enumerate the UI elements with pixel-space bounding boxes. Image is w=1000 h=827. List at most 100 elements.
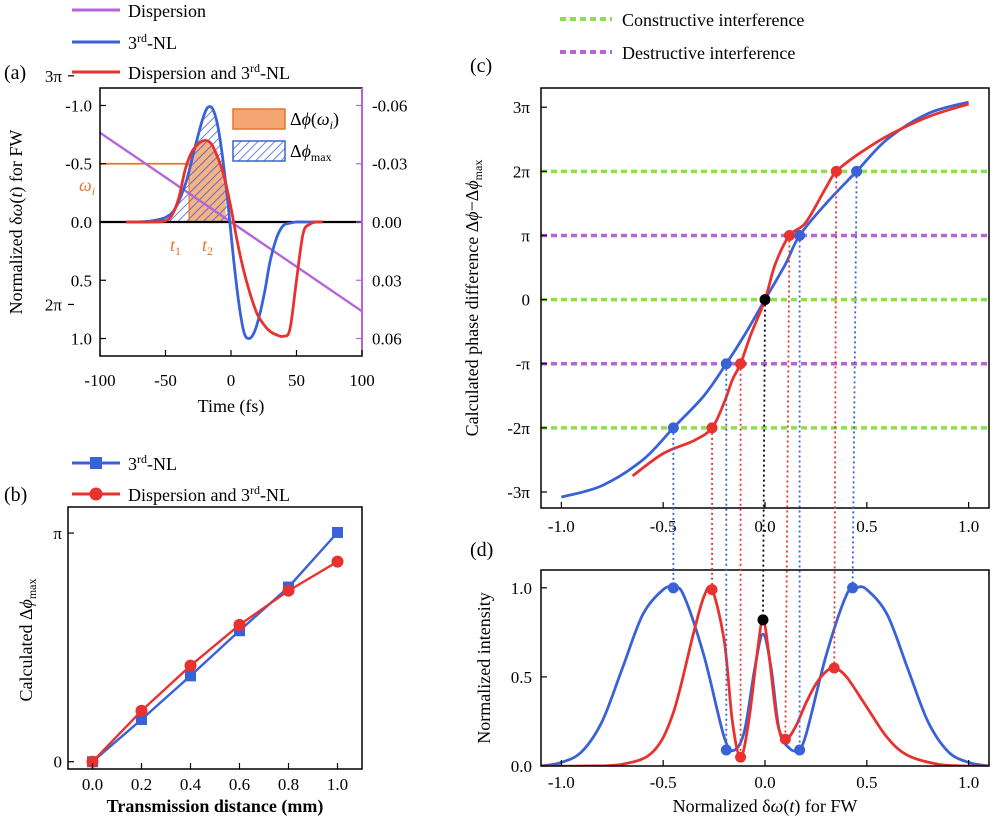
legend-label-disp-nl: Dispersion and 3rd-NL (128, 61, 290, 83)
panel-d-frame (540, 569, 990, 767)
d-xtick-label: 0.5 (856, 773, 877, 792)
c-ytick-label: 2π (513, 162, 531, 181)
a-ytick-label: -0.5 (65, 155, 92, 174)
panel-label-c: (c) (470, 55, 492, 77)
panel-b: 0.0 0.2 0.4 0.6 0.8 1.0 0 π 2π 3π Transmission di… (16, 67, 363, 817)
legend-label-b-disp-nl: Dispersion and 3rd-NL (128, 483, 290, 505)
a-xtick-label: 50 (288, 371, 305, 390)
b-xtick-label: 1.0 (327, 775, 348, 794)
d-ytick-label: 0.5 (511, 668, 532, 687)
panel-label-b: (b) (4, 484, 27, 506)
a-ytick-label: -1.0 (65, 96, 92, 115)
connector-lines (672, 171, 858, 758)
c-ytick-label: -3π (507, 483, 530, 502)
panel-a-plot (100, 105, 362, 340)
a-xtick-label: -100 (84, 371, 115, 390)
panel-b-xlabel: Transmission distance (mm) (107, 796, 324, 817)
b-xtick-label: 0.4 (180, 775, 202, 794)
point-b-disp-nl (282, 584, 295, 597)
series-d-disp-nl-line (541, 585, 989, 766)
legend-label-delta-phi-max: Δϕmax (290, 141, 332, 164)
a-ytick-right-label: 0.00 (372, 213, 402, 232)
b-ytick-label: 0 (54, 753, 63, 772)
panel-b-frame (67, 506, 363, 770)
a-ytick-right-label: 0.03 (372, 271, 402, 290)
legend-label-dispersion: Dispersion (128, 1, 206, 21)
d-xtick-label: -0.5 (650, 773, 677, 792)
legend-marker-b-3rd-nl (90, 457, 102, 469)
connector-line (833, 171, 838, 669)
a-ytick-label: 0.0 (71, 213, 92, 232)
panel-c-plot (541, 100, 989, 499)
d-ytick-label: 0.0 (511, 757, 532, 776)
series-c-disp-nl-line (631, 102, 970, 478)
panel-d-xlabel: Normalized δω(t) for FW (673, 796, 858, 817)
legend-label-delta-phi-omega: Δϕ(ωi) (290, 109, 339, 132)
point-b-3rd-nl (136, 714, 147, 726)
point-b-disp-nl (86, 755, 99, 768)
legend-label-b-3rd-nl: 3rd-NL (128, 452, 177, 474)
panel-d-plot (541, 582, 989, 766)
connector-line (784, 235, 791, 740)
a-xtick-label: 0 (227, 371, 236, 390)
panel-b-ticks: 0.0 0.2 0.4 0.6 0.8 1.0 0 π 2π 3π (45, 67, 348, 794)
c-ytick-label: -π (516, 355, 531, 374)
point-d-marker (667, 582, 679, 594)
point-b-3rd-nl (332, 526, 343, 538)
a-ytick-right-label: 0.06 (372, 330, 402, 349)
legend-label-constructive: Constructive interference (622, 10, 804, 30)
b-xtick-label: 0.2 (131, 775, 152, 794)
series-b-3rd-nl-line (91, 531, 339, 763)
a-ytick-right-label: -0.06 (372, 96, 407, 115)
series-b-disp-nl-line (91, 560, 339, 763)
panel-d-ylabel: Normalized intensity (474, 592, 494, 743)
c-xtick-label: -1.0 (548, 517, 575, 536)
b-ytick-label: 2π (45, 295, 63, 314)
area-overlap-hatch (189, 140, 226, 222)
panel-d: -1.0 -0.5 0.0 0.5 1.0 0.0 0.5 1.0 Normalized δω… (474, 569, 990, 817)
annotation-omega: ωi (79, 175, 95, 198)
series-d-3rd-nl-line (541, 585, 989, 766)
c-ytick-label: -2π (507, 419, 530, 438)
c-xtick-label: -0.5 (650, 517, 677, 536)
panel-b-ylabel: Calculated Δϕmax (16, 578, 39, 701)
panel-c-ylabel: Calculated phase difference Δϕ−Δϕmax (462, 160, 485, 437)
c-ytick-label: π (521, 226, 530, 245)
panel-a: -100 -50 0 50 100 -1.0 -0.5 0.0 0.5 1.0 -0.06 -0.03… (6, 87, 407, 417)
point-b-disp-nl (331, 555, 344, 568)
legend-c: Constructive interference Destructive in… (560, 10, 804, 63)
legend-swatch-delta-phi-omega (232, 108, 286, 130)
connector-line (762, 299, 766, 620)
legend-swatch-delta-phi-max (232, 140, 286, 162)
annotation-t2: t2 (202, 235, 213, 258)
a-ytick-right-label: -0.03 (372, 155, 407, 174)
a-ytick-label: 1.0 (71, 330, 92, 349)
a-xtick-label: 100 (349, 371, 375, 390)
point-d-marker (794, 744, 806, 756)
legend-b: 3rd-NL Dispersion and 3rd-NL (72, 452, 290, 505)
c-ytick-label: 0 (522, 291, 531, 310)
b-xtick-label: 0.0 (82, 775, 103, 794)
point-b-disp-nl (135, 704, 148, 717)
panel-label-a: (a) (4, 62, 26, 84)
a-xtick-label: -50 (154, 371, 177, 390)
panel-a-ticks: -100 -50 0 50 100 -1.0 -0.5 0.0 0.5 1.0 -0.06 -0.03… (65, 96, 407, 390)
legend-a: Dispersion 3rd-NL Dispersion and 3rd-NL (72, 1, 290, 83)
panel-label-d: (d) (470, 539, 493, 561)
b-xtick-label: 0.6 (229, 775, 250, 794)
c-xtick-label: 1.0 (958, 517, 979, 536)
legend-marker-b-disp-nl (89, 487, 103, 501)
c-xtick-label: 0.0 (754, 517, 775, 536)
series-disp-nl-line (126, 138, 323, 338)
panel-a-ylabel: Normalized δω(t) for FW (6, 130, 27, 315)
d-ytick-label: 1.0 (511, 579, 532, 598)
legend-label-destructive: Destructive interference (622, 43, 795, 63)
a-ytick-label: 0.5 (71, 271, 92, 290)
point-b-disp-nl (233, 618, 246, 631)
point-d-marker (735, 751, 747, 763)
panel-a-xlabel: Time (fs) (198, 396, 265, 417)
c-ytick-label: 3π (513, 98, 531, 117)
d-xtick-label: -1.0 (548, 773, 575, 792)
panel-c-ticks: -1.0 -0.5 0.0 0.5 1.0 -3π -2π -π 0 π 2π 3π (507, 98, 979, 536)
